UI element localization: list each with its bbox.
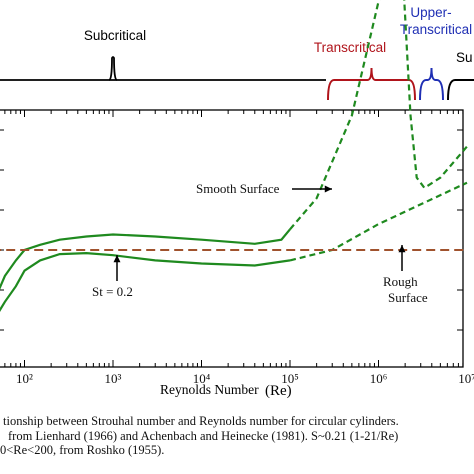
transcritical-bracket [327,67,416,101]
st-arrow-head [113,255,121,263]
smooth-band-lower [0,251,291,313]
regime-label-super: Su [456,50,473,65]
x-tick-label: 10³ [105,371,122,386]
regime-label-transcritical: Transcritical [314,40,386,55]
x-axis-ticks: 10² 10³ 10⁴ 10⁵ 10⁶ 10⁷ [0,110,474,386]
st-label: St = 0.2 [92,284,133,299]
smooth-surface-line [289,0,468,231]
supercritical-bracket [447,79,474,101]
figure-caption: tionship between Strouhal number and Rey… [0,414,474,458]
subcritical-marker [108,56,118,81]
rough-label-2: Surface [388,290,428,305]
smooth-band-upper [0,228,291,291]
x-tick-label: 10² [16,371,33,386]
x-tick-label: 10⁴ [193,371,211,386]
x-axis-symbol: (Re) [265,383,292,399]
x-tick-label: 10⁷ [458,371,474,386]
caption-line-1: tionship between Strouhal number and Rey… [3,414,399,428]
rough-label-1: Rough [383,274,418,289]
x-tick-label: 10⁶ [370,371,388,386]
caption-line-2: from Lienhard (1966) and Achenbach and H… [8,428,399,443]
smooth-surface-arrow-head [324,185,332,193]
x-axis-label: Reynolds Number [160,382,259,397]
rough-surface-line [289,181,468,262]
upper-transcritical-bracket [419,67,444,101]
rough-surface-arrow-head [398,245,406,253]
regime-label-subcritical: Subcritical [84,28,146,43]
plot-frame [0,109,464,368]
regime-label-upper: Upper- [410,5,451,20]
regime-label-upper-2: Transcritical [400,22,472,37]
smooth-surface-label: Smooth Surface [196,181,280,196]
regime-bar: Subcritical Transcritical Upper- Transcriti… [0,5,474,101]
x-tick-label: 10⁵ [281,371,299,386]
series-group [0,0,468,313]
caption-line-3: 0<Re<200, from Roshko (1955). [0,443,165,457]
